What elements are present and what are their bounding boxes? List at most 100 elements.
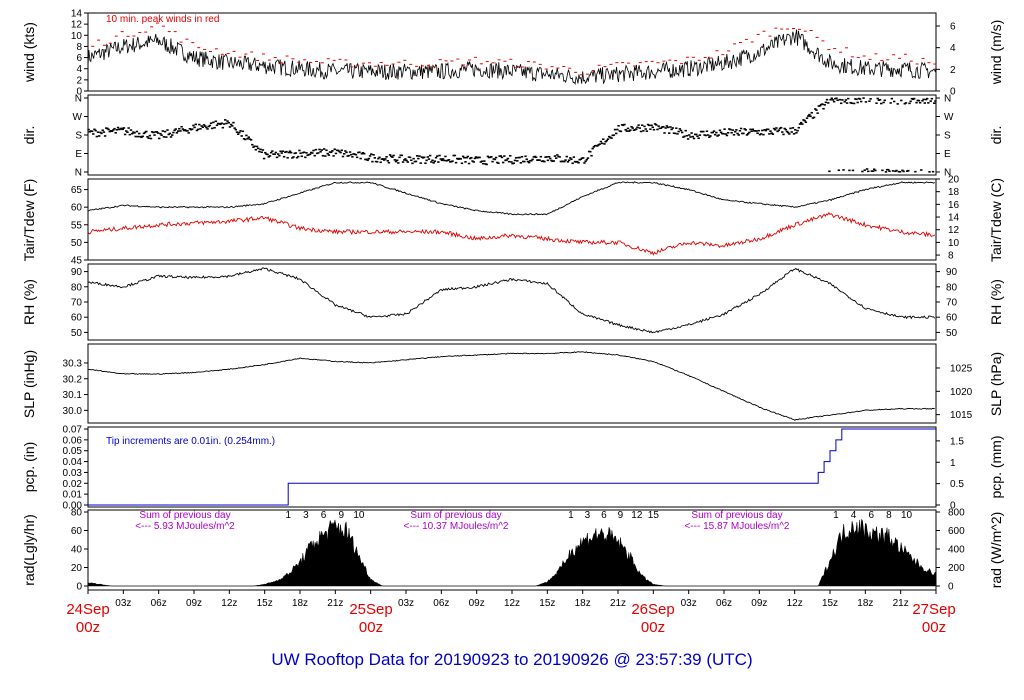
dir-point [837, 169, 841, 172]
dir-point [123, 133, 127, 136]
dir-point [298, 149, 301, 152]
wind-ytick-label: 14 [71, 9, 83, 20]
dir-point [636, 126, 639, 129]
dir-point [836, 99, 839, 102]
dir-point [493, 158, 497, 161]
dir-point [805, 117, 809, 119]
dir-point [789, 127, 792, 130]
dir-point [764, 129, 768, 132]
dir-point [567, 159, 571, 162]
dir-point [437, 161, 440, 163]
dir-point [644, 128, 647, 130]
dir-point [231, 125, 234, 127]
dir-point [794, 128, 797, 131]
dir-point [175, 132, 179, 134]
time-tick-label: 18z [575, 598, 591, 609]
dir-point [464, 161, 467, 163]
dir-point [585, 158, 588, 161]
dir-point [556, 154, 559, 156]
dir-point [147, 137, 150, 140]
dir-point [865, 168, 869, 170]
dir-point [372, 154, 375, 156]
dir-point [466, 155, 470, 158]
dir-point [829, 98, 832, 101]
dir-point [925, 97, 929, 100]
dir-point [158, 137, 161, 140]
dir-point [726, 132, 730, 134]
dir-point [412, 157, 415, 160]
time-tick-label: 12z [787, 598, 803, 609]
dir-point [322, 148, 326, 150]
dir-point [824, 101, 828, 104]
dir-point [280, 152, 283, 154]
dir-point [801, 123, 804, 125]
dir-point [377, 157, 380, 160]
dir-point [246, 137, 249, 140]
dir-point [563, 160, 566, 163]
dir-point [804, 121, 808, 123]
dir-point [181, 128, 185, 130]
dir-point [771, 133, 775, 136]
dir-point [543, 160, 546, 163]
dir-point [208, 124, 212, 127]
dir-point [680, 131, 684, 134]
dir-point [786, 131, 790, 134]
dir-point [286, 156, 289, 159]
dir-point [524, 155, 527, 158]
dir-point [735, 129, 738, 131]
slp-line [87, 351, 935, 421]
dir-point [878, 98, 882, 101]
dir-point [358, 151, 361, 154]
rh-ytick-label: 90 [71, 267, 83, 278]
time-tick-label: 09z [469, 598, 485, 609]
rad-hour-label: 15 [648, 510, 660, 521]
dir-point [426, 156, 429, 158]
wind-ytick-right-label: 0 [950, 87, 956, 98]
rad-hour-label: 10 [901, 510, 913, 521]
wind-ytick-right-label: 2 [950, 65, 956, 76]
slp-ytick-label: 30.2 [63, 374, 83, 385]
dir-point [439, 158, 442, 160]
dir-point [300, 155, 303, 158]
wind-ytick-label: 10 [71, 31, 83, 42]
dir-point [490, 155, 493, 158]
dir-point [566, 161, 570, 163]
temp-ytick-label: 60 [71, 203, 83, 214]
dir-point [613, 128, 617, 131]
dir-point [930, 97, 934, 100]
dir-point [841, 99, 844, 101]
dir-point [882, 101, 885, 104]
dewpoint-line [87, 211, 936, 256]
dir-point [304, 156, 307, 159]
dir-point [320, 149, 323, 151]
dir-point [115, 128, 119, 131]
dir-point [651, 126, 654, 129]
dir-point [863, 169, 866, 171]
dir-point [738, 129, 742, 132]
dir-point [547, 155, 551, 158]
dir-point [785, 130, 789, 133]
dir-point [604, 140, 607, 143]
dir-point [715, 131, 718, 134]
dir-point [128, 133, 132, 136]
dir-point [261, 149, 265, 151]
wind-ylabel-right: wind (m/s) [988, 20, 1004, 86]
wind-ytick-label: 2 [76, 75, 82, 86]
wind-ytick-label: 6 [76, 53, 82, 64]
dir-point [386, 160, 389, 162]
dir-point [385, 156, 388, 158]
dir-point [239, 130, 242, 132]
dir-point [583, 162, 586, 164]
dir-point [497, 162, 500, 165]
day-label-2-date: 25Sep [349, 601, 392, 618]
dir-point [589, 150, 592, 153]
slp-ylabel-right: SLP (hPa) [988, 352, 1004, 416]
dir-point [635, 128, 638, 130]
dir-point [745, 134, 749, 136]
dir-point [94, 129, 97, 132]
dir-point [319, 150, 322, 153]
dir-point [872, 168, 876, 171]
dir-point [166, 129, 169, 131]
dir-point [130, 132, 134, 135]
dir-point [212, 121, 215, 124]
